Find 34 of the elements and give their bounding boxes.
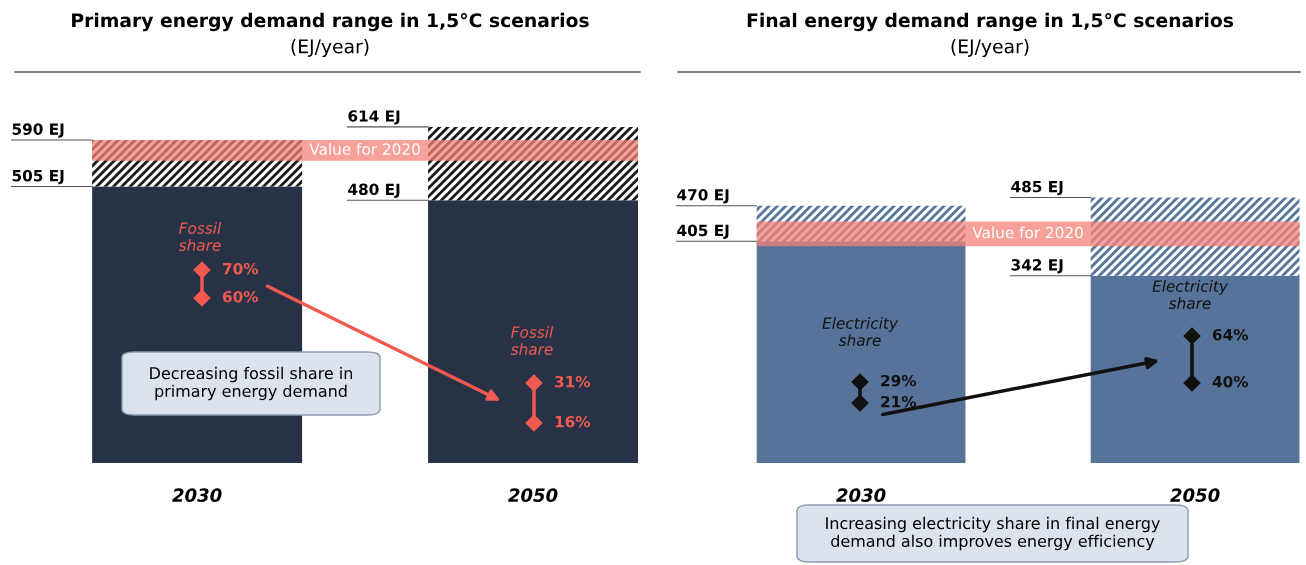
text: 590 EJ — [12, 123, 64, 138]
data-label: 342 EJ — [1011, 259, 1063, 274]
chart-title: Final energy demand range in 1,5°C scenarios — [747, 12, 1234, 32]
x-tick-label: 2050 — [1170, 488, 1220, 502]
annotation: Decreasing fossil share in primary energy demand — [150, 366, 353, 401]
bar — [1090, 275, 1300, 463]
data-label: 505 EJ — [12, 169, 64, 185]
annotation: Electricity share — [1152, 280, 1229, 309]
annotation: 16% — [555, 415, 591, 428]
text: Increasing electricity share in final energy demand also improves energy efficiency — [826, 516, 1160, 551]
x-tick-label: 2030 — [836, 488, 886, 502]
annotation: 70% — [223, 262, 259, 275]
annotation: 31% — [555, 375, 591, 388]
annotation: 29% — [881, 374, 917, 387]
annotation: 40% — [1212, 375, 1249, 388]
chart-title: Primary energy demand range in 1,5°C scenarios — [72, 12, 589, 32]
annotation: Fossil share — [178, 222, 222, 251]
annotation: 21% — [881, 395, 917, 408]
chart-subtitle: (EJ/year) — [291, 38, 369, 58]
annotation: Electricity share — [822, 317, 899, 346]
band-label: Value for 2020 — [972, 226, 1083, 239]
text: 470 EJ — [677, 189, 729, 204]
text: 614 EJ — [348, 110, 400, 125]
annotation: Fossil share — [510, 326, 554, 355]
x-tick-label: 2030 — [172, 488, 222, 502]
data-label: 405 EJ — [677, 224, 729, 239]
annotation: 64% — [1212, 328, 1249, 341]
bar — [428, 200, 638, 463]
text: 485 EJ — [1011, 180, 1063, 196]
chart-subtitle: (EJ/year) — [951, 38, 1029, 58]
x-tick-label: 2050 — [508, 488, 558, 502]
annotation: 60% — [222, 290, 259, 303]
band-label: Value for 2020 — [309, 143, 420, 155]
data-label: 480 EJ — [348, 183, 400, 198]
